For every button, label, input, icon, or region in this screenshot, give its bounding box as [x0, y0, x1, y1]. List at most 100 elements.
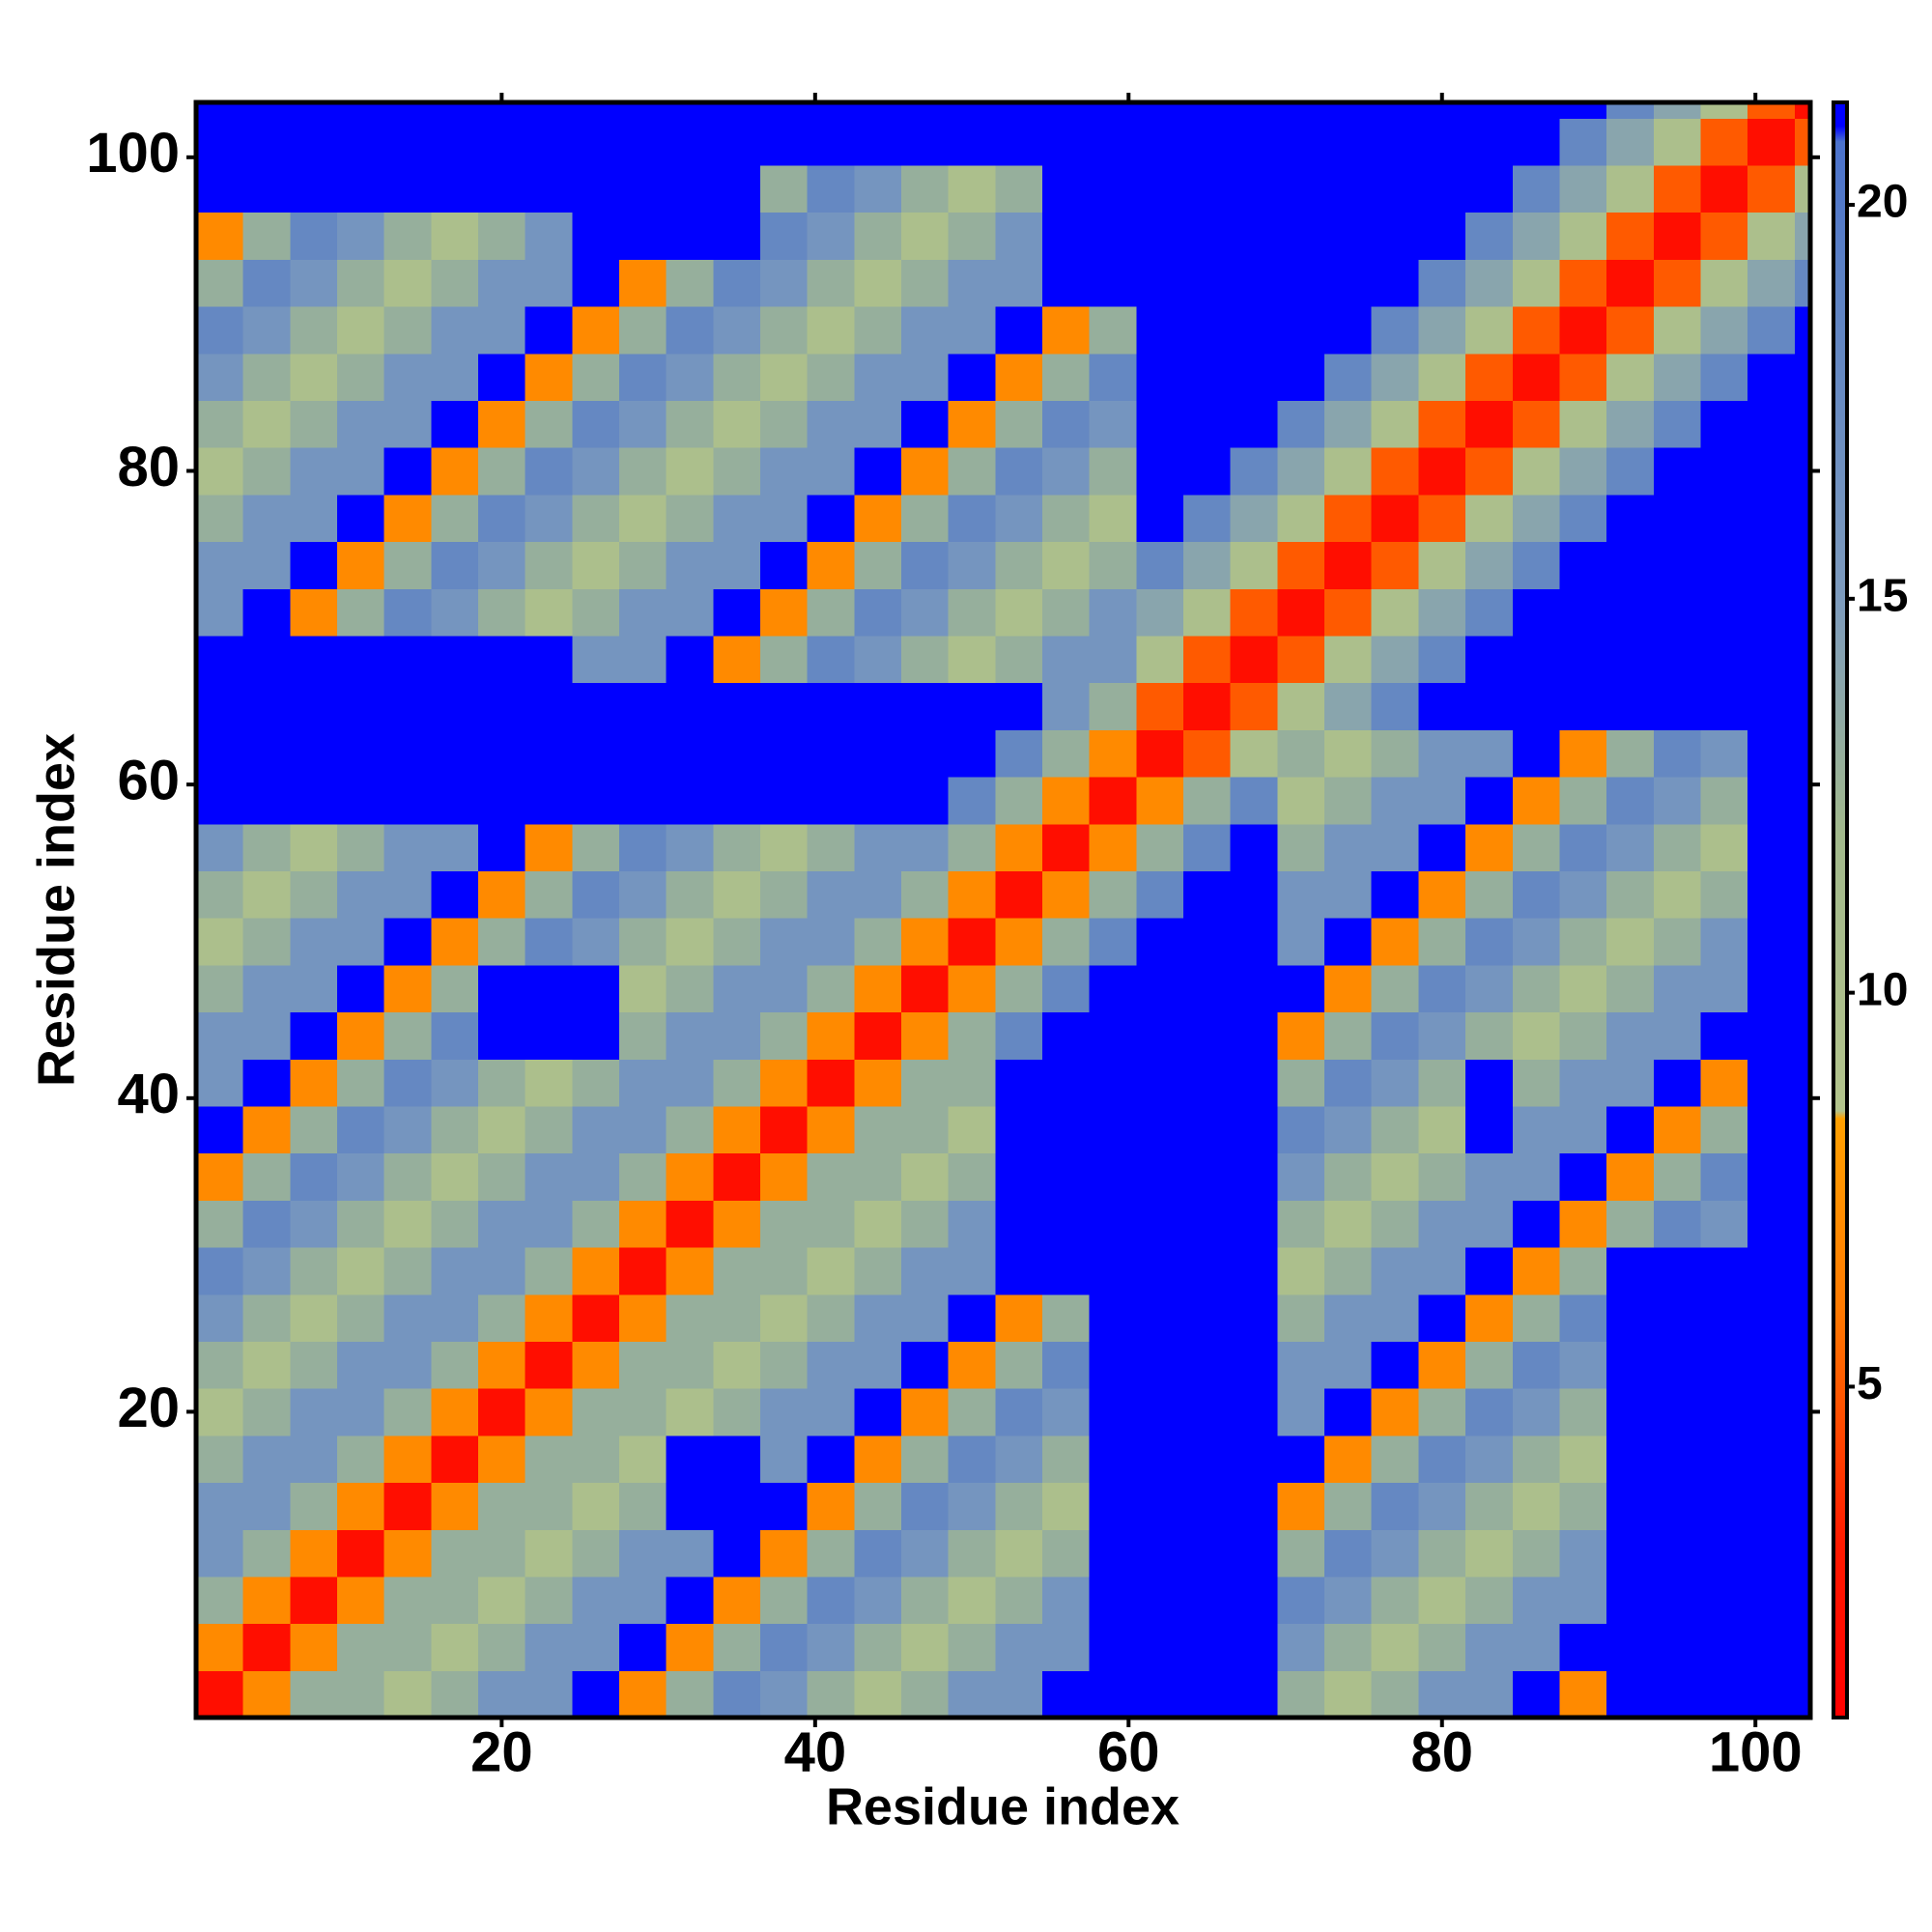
heatmap-cell: [1794, 1059, 1810, 1107]
heatmap-cell: [525, 777, 573, 825]
heatmap-cell: [1747, 118, 1796, 166]
heatmap-cell: [337, 1200, 385, 1248]
heatmap-cell: [1700, 306, 1748, 355]
heatmap-cell: [1371, 729, 1420, 778]
heatmap-cell: [948, 964, 996, 1013]
heatmap-cell: [1794, 541, 1810, 589]
heatmap-cell: [384, 102, 432, 119]
heatmap-cell: [478, 1011, 526, 1060]
heatmap-cell: [384, 1247, 432, 1295]
heatmap-cell: [337, 1670, 385, 1718]
heatmap-cell: [478, 353, 526, 402]
heatmap-cell: [572, 964, 620, 1013]
heatmap-cell: [1747, 1482, 1796, 1530]
heatmap-cell: [1465, 164, 1514, 213]
heatmap-cell: [290, 1200, 338, 1248]
heatmap-cell: [666, 259, 714, 307]
heatmap-cell: [1230, 777, 1279, 825]
heatmap-cell: [1418, 1670, 1466, 1718]
heatmap-cell: [290, 964, 338, 1013]
heatmap-cell: [1042, 494, 1091, 543]
heatmap-cell: [1136, 1623, 1184, 1671]
heatmap-cell: [478, 777, 526, 825]
heatmap-cell: [901, 494, 950, 543]
heatmap-cell: [242, 1247, 291, 1295]
heatmap-cell: [1230, 1435, 1279, 1484]
heatmap-cell: [290, 777, 338, 825]
heatmap-cell: [1042, 1152, 1091, 1201]
heatmap-cell: [1136, 1529, 1184, 1577]
heatmap-cell: [478, 306, 526, 355]
heatmap-cell: [807, 447, 855, 496]
heatmap-cell: [901, 1388, 950, 1436]
heatmap-cell: [1512, 1623, 1561, 1671]
heatmap-cell: [337, 259, 385, 307]
heatmap-cell: [1136, 102, 1184, 119]
heatmap-cell: [995, 588, 1043, 637]
heatmap-cell: [1324, 1059, 1373, 1107]
heatmap-cell: [1136, 212, 1184, 260]
heatmap-cell: [1324, 1670, 1373, 1718]
heatmap-cell: [431, 164, 479, 213]
heatmap-cell: [713, 777, 761, 825]
heatmap-cell: [1512, 635, 1561, 684]
heatmap-cell: [1747, 1529, 1796, 1577]
heatmap-cell: [1747, 870, 1796, 919]
heatmap-cell: [854, 918, 902, 966]
heatmap-cell: [1230, 918, 1279, 966]
heatmap-cell: [242, 400, 291, 448]
x-tick-label: 40: [784, 1720, 847, 1783]
heatmap-cell: [901, 541, 950, 589]
heatmap-cell: [1042, 1105, 1091, 1154]
heatmap-cell: [1230, 1670, 1279, 1718]
heatmap-cell: [1277, 729, 1325, 778]
heatmap-cell: [995, 1152, 1043, 1201]
heatmap-cell: [901, 964, 950, 1013]
heatmap-cell: [1559, 306, 1607, 355]
heatmap-cell: [901, 918, 950, 966]
heatmap-cell: [1089, 1623, 1137, 1671]
heatmap-cell: [1277, 1482, 1325, 1530]
heatmap-cell: [619, 918, 668, 966]
heatmap-cell: [572, 400, 620, 448]
heatmap-cell: [995, 541, 1043, 589]
heatmap-cell: [1653, 447, 1702, 496]
heatmap-cell: [525, 1623, 573, 1671]
heatmap-cell: [431, 635, 479, 684]
heatmap-cell: [478, 118, 526, 166]
heatmap-cell: [290, 1341, 338, 1389]
heatmap-cell: [196, 729, 244, 778]
heatmap-cell: [478, 1388, 526, 1436]
heatmap-cell: [1230, 1011, 1279, 1060]
heatmap-cell: [1794, 1105, 1810, 1154]
heatmap-cell: [1747, 635, 1796, 684]
heatmap-cell: [290, 1059, 338, 1107]
heatmap-cell: [525, 306, 573, 355]
heatmap: [196, 102, 1810, 1718]
heatmap-cell: [1794, 1576, 1810, 1625]
heatmap-cell: [807, 1341, 855, 1389]
heatmap-cell: [1700, 118, 1748, 166]
heatmap-cell: [525, 1482, 573, 1530]
heatmap-cell: [1277, 682, 1325, 730]
heatmap-cell: [1089, 1059, 1137, 1107]
heatmap-cell: [1136, 541, 1184, 589]
heatmap-cell: [1512, 823, 1561, 872]
heatmap-cell: [807, 541, 855, 589]
heatmap-cell: [1089, 823, 1137, 872]
heatmap-cell: [572, 682, 620, 730]
heatmap-cell: [1418, 1200, 1466, 1248]
heatmap-cell: [572, 1011, 620, 1060]
heatmap-cell: [995, 1011, 1043, 1060]
heatmap-cell: [1418, 259, 1466, 307]
heatmap-cell: [901, 1623, 950, 1671]
heatmap-cell: [901, 400, 950, 448]
heatmap-cell: [337, 1482, 385, 1530]
heatmap-cell: [1465, 102, 1514, 119]
heatmap-cell: [1324, 541, 1373, 589]
heatmap-cell: [948, 1247, 996, 1295]
heatmap-cell: [807, 918, 855, 966]
heatmap-cell: [1794, 729, 1810, 778]
heatmap-cell: [478, 682, 526, 730]
heatmap-cell: [901, 1200, 950, 1248]
